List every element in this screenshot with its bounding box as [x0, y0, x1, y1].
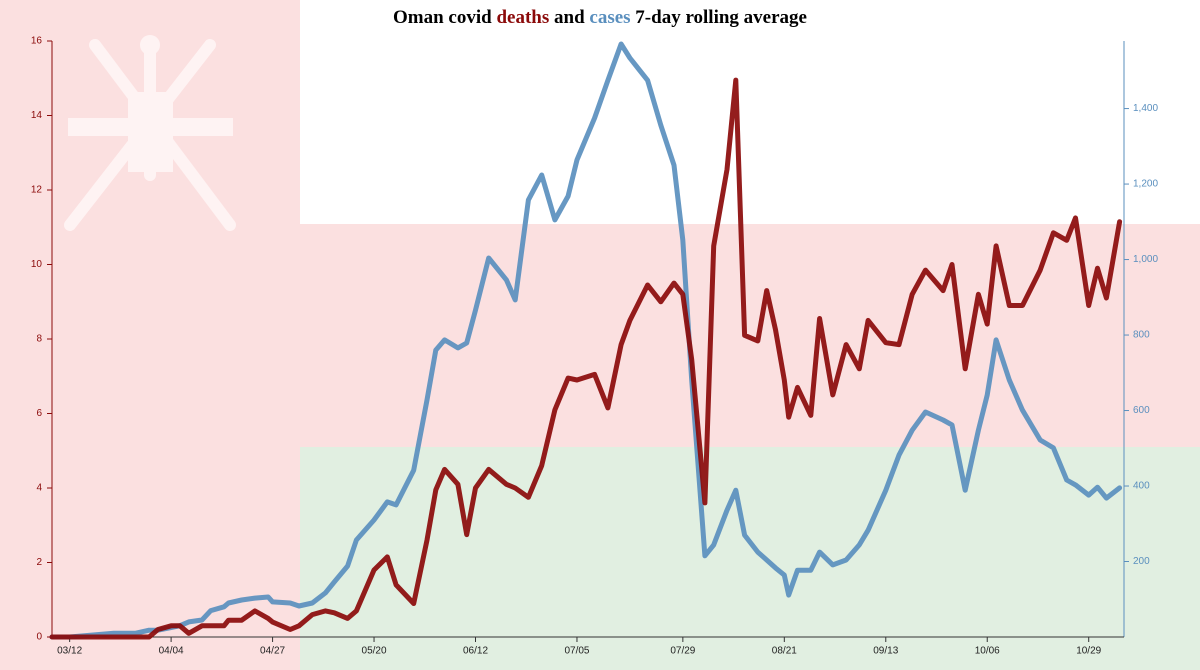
y2-tick-label: 400 — [1133, 481, 1150, 492]
y2-tick-label: 1,400 — [1133, 103, 1158, 114]
title-deaths: deaths — [496, 7, 549, 28]
x-tick-label: 07/29 — [670, 646, 695, 657]
x-tick-label: 06/12 — [463, 646, 488, 657]
title-cases: cases — [589, 7, 630, 28]
y2-tick-label: 1,200 — [1133, 179, 1158, 190]
chart-title: Oman covid deaths and cases 7-day rollin… — [393, 7, 807, 28]
x-tick-label: 07/05 — [564, 646, 589, 657]
x-tick-label: 08/21 — [772, 646, 797, 657]
y-tick-label: 0 — [36, 632, 42, 643]
title-text: Oman covid — [393, 7, 496, 28]
flag-green — [300, 447, 1200, 670]
series-line — [49, 41, 1123, 640]
x-tick-label: 09/13 — [873, 646, 898, 657]
y-tick-label: 14 — [31, 110, 43, 121]
x-tick-label: 04/04 — [159, 646, 184, 657]
title-text: and — [549, 7, 589, 28]
x-tick-label: 03/12 — [57, 646, 82, 657]
y-tick-label: 16 — [31, 36, 43, 47]
y-tick-label: 8 — [36, 334, 42, 345]
x-tick-label: 10/29 — [1076, 646, 1101, 657]
y-tick-label: 2 — [36, 557, 42, 568]
y-tick-label: 6 — [36, 408, 42, 419]
y-tick-label: 12 — [31, 185, 43, 196]
x-tick-label: 04/27 — [260, 646, 285, 657]
y2-tick-label: 600 — [1133, 405, 1150, 416]
x-tick-label: 10/06 — [975, 646, 1000, 657]
y-tick-label: 10 — [31, 259, 43, 270]
flag-white — [300, 0, 1200, 224]
y-tick-label: 4 — [36, 483, 42, 494]
title-text: 7-day rolling average — [631, 7, 807, 28]
y2-tick-label: 800 — [1133, 330, 1150, 341]
y2-tick-label: 1,000 — [1133, 254, 1158, 265]
x-tick-label: 05/20 — [362, 646, 387, 657]
emblem — [64, 35, 236, 231]
y2-tick-label: 200 — [1133, 556, 1150, 567]
series-line — [49, 77, 1123, 640]
